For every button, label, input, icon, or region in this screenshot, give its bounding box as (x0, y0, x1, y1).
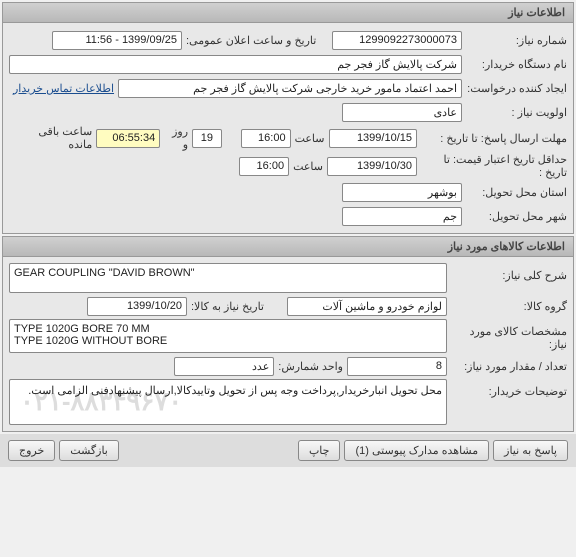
panel1-header: اطلاعات نیاز (3, 3, 573, 23)
row-group: گروه کالا: لوازم خودرو و ماشین آلات تاری… (9, 295, 567, 317)
group-field: لوازم خودرو و ماشین آلات (287, 297, 447, 316)
row-province: استان محل تحویل: بوشهر (9, 181, 567, 203)
min-valid-date-field: 1399/10/30 (327, 157, 417, 176)
time-label-2: ساعت (289, 160, 327, 173)
to-date-label: تا تاریخ : (440, 133, 477, 145)
min-valid-label: حداقل تاریخ اعتبار قیمت: تا تاریخ : (417, 153, 567, 179)
button-bar: پاسخ به نیاز مشاهده مدارک پیوستی (1) چاپ… (0, 434, 576, 467)
buyer-org-label: نام دستگاه خریدار: (462, 58, 567, 71)
city-field: جم (342, 207, 462, 226)
panel2-header: اطلاعات کالاهای مورد نیاز (3, 237, 573, 257)
goods-info-panel: اطلاعات کالاهای مورد نیاز شرح کلی نیاز: … (2, 236, 574, 432)
deadline-time-field: 16:00 (241, 129, 290, 148)
row-need-no: شماره نیاز: 1299092273000073 تاریخ و ساع… (9, 29, 567, 51)
row-spec: مشخصات کالای مورد نیاز: TYPE 1020G BORE … (9, 319, 567, 353)
qty-label: تعداد / مقدار مورد نیاز: (447, 360, 567, 373)
back-button[interactable]: بازگشت (59, 440, 119, 461)
time-label-1: ساعت (291, 132, 329, 145)
announce-label: تاریخ و ساعت اعلان عمومی: (182, 34, 332, 47)
days-label: روز و (160, 125, 192, 151)
row-desc: شرح کلی نیاز: GEAR COUPLING "DAVID BROWN… (9, 263, 567, 293)
deadline-date-field: 1399/10/15 (329, 129, 418, 148)
creator-label: ایجاد کننده درخواست: (462, 82, 567, 95)
notes-field: ۰۲۱-۸۸۳۴۹۶۷۰ محل تحویل انبارخریدار,پرداخ… (9, 379, 447, 425)
province-label: استان محل تحویل: (462, 186, 567, 199)
panel2-body: شرح کلی نیاز: GEAR COUPLING "DAVID BROWN… (3, 257, 573, 431)
spec-label: مشخصات کالای مورد نیاز: (447, 319, 567, 351)
unit-label: واحد شمارش: (274, 360, 347, 373)
row-creator: ایجاد کننده درخواست: احمد اعتماد مامور خ… (9, 77, 567, 99)
time-remain-field: 06:55:34 (96, 129, 160, 148)
attachments-button[interactable]: مشاهده مدارک پیوستی (1) (344, 440, 489, 461)
respond-button[interactable]: پاسخ به نیاز (493, 440, 568, 461)
row-deadline: مهلت ارسال پاسخ: تا تاریخ : 1399/10/15 س… (9, 125, 567, 151)
desc-label: شرح کلی نیاز: (447, 263, 567, 282)
days-remain-field: 19 (192, 129, 222, 148)
row-qty: تعداد / مقدار مورد نیاز: 8 واحد شمارش: ع… (9, 355, 567, 377)
deadline-label: مهلت ارسال پاسخ: تا تاریخ : (417, 132, 567, 145)
spec-field: TYPE 1020G BORE 70 MM TYPE 1020G WITHOUT… (9, 319, 447, 353)
priority-field: عادی (342, 103, 462, 122)
row-buyer-org: نام دستگاه خریدار: شرکت پالایش گاز فجر ج… (9, 53, 567, 75)
exit-button[interactable]: خروج (8, 440, 55, 461)
contact-link[interactable]: اطلاعات تماس خریدار (9, 82, 118, 95)
city-label: شهر محل تحویل: (462, 210, 567, 223)
desc-field: GEAR COUPLING "DAVID BROWN" (9, 263, 447, 293)
priority-label: اولویت نیاز : (462, 106, 567, 119)
min-valid-label-t: حداقل تاریخ اعتبار قیمت: (453, 154, 567, 166)
need-no-field: 1299092273000073 (332, 31, 462, 50)
qty-field: 8 (347, 357, 447, 376)
need-date-field: 1399/10/20 (87, 297, 187, 316)
remain-label: ساعت باقی مانده (9, 125, 96, 151)
unit-field: عدد (174, 357, 274, 376)
need-date-label: تاریخ نیاز به کالا: (187, 300, 287, 313)
row-notes: توضیحات خریدار: ۰۲۱-۸۸۳۴۹۶۷۰ محل تحویل ا… (9, 379, 567, 425)
group-label: گروه کالا: (447, 300, 567, 313)
deadline-label-t: مهلت ارسال پاسخ: (481, 133, 567, 145)
province-field: بوشهر (342, 183, 462, 202)
min-valid-time-field: 16:00 (239, 157, 289, 176)
row-priority: اولویت نیاز : عادی (9, 101, 567, 123)
announce-field: 1399/09/25 - 11:56 (52, 31, 182, 50)
row-min-valid: حداقل تاریخ اعتبار قیمت: تا تاریخ : 1399… (9, 153, 567, 179)
notes-content: محل تحویل انبارخریدار,پرداخت وجه پس از ت… (14, 384, 442, 397)
print-button[interactable]: چاپ (298, 440, 341, 461)
need-info-panel: اطلاعات نیاز شماره نیاز: 129909227300007… (2, 2, 574, 234)
notes-label: توضیحات خریدار: (447, 379, 567, 398)
need-no-label: شماره نیاز: (462, 34, 567, 47)
buyer-org-field: شرکت پالایش گاز فجر جم (9, 55, 462, 74)
row-city: شهر محل تحویل: جم (9, 205, 567, 227)
panel1-body: شماره نیاز: 1299092273000073 تاریخ و ساع… (3, 23, 573, 233)
creator-field: احمد اعتماد مامور خرید خارجی شرکت پالایش… (118, 79, 462, 98)
